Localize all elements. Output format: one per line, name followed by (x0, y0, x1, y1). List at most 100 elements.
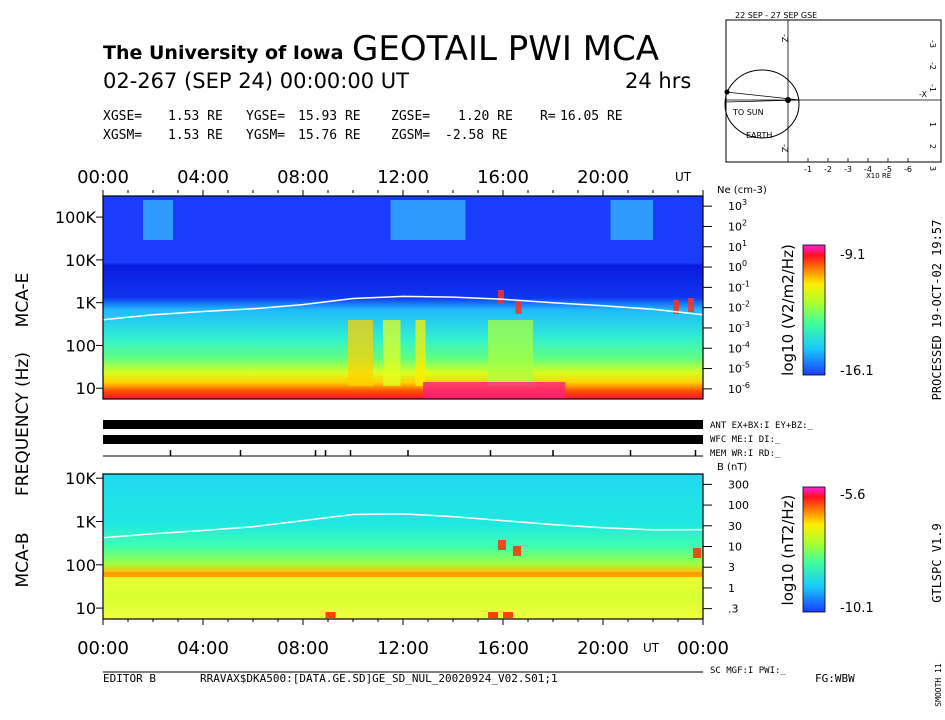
gsm-coordinates: XGSM= 1.53 RE YGSM= 15.76 RE ZGSM= -2.58… (103, 128, 508, 143)
xgsm-value: 1.53 RE (168, 128, 223, 143)
mca-e-label: MCA-E (13, 273, 33, 328)
mca-e-colorbar-label: log10 (V2/m2/Hz) (779, 244, 797, 376)
right-tick-label: 300 (728, 478, 749, 491)
mca-e-features (143, 200, 694, 399)
emission-spot (503, 612, 513, 618)
to-sun-label: TO SUN (732, 108, 764, 117)
orbit-plot: 22 SEP - 27 SEP GSE TO SUN EARTH -X -Z -… (724, 11, 942, 180)
time-tick-label: 08:00 (277, 638, 329, 659)
institution: The University of Iowa (103, 42, 343, 64)
mca-b-frequency-ticks: 10K 1K 100 10 (65, 469, 103, 618)
frequency-tick-label: 10K (65, 251, 96, 270)
ygse-label: YGSE= (246, 109, 285, 124)
right-tick-label: 10-5 (728, 361, 750, 376)
zgsm-value: -2.58 RE (445, 128, 508, 143)
time-tick-label: 00:00 (77, 638, 129, 659)
top-time-unit: UT (675, 170, 692, 184)
low-frequency-enhancement (423, 382, 566, 399)
ygsm-value: 15.76 RE (298, 128, 361, 143)
time-tick-label: 04:00 (177, 167, 229, 188)
frequency-tick-label: 10K (65, 469, 96, 488)
orbit-y-tick-label: 1 (928, 122, 937, 127)
zgsm-label: ZGSM= (391, 128, 430, 143)
mca-b-field-line (102, 513, 704, 539)
right-tick-label: 10-1 (728, 279, 750, 294)
hiss-band (143, 200, 173, 240)
mca-b-colorbar-max: -5.6 (840, 488, 865, 503)
orbit-y-tick-label: -1 (928, 84, 937, 92)
ant-status: ANT EX+BX:I EY+BZ:_ (710, 421, 814, 431)
orbit-y-ticks: -3 -2 -1 1 2 3 (928, 40, 937, 171)
time-tick-label: 12:00 (377, 167, 429, 188)
mca-b-label: MCA-B (13, 533, 33, 588)
right-tick-label: 100 (728, 499, 749, 512)
mca-e-colorbar-gradient (802, 244, 826, 376)
emission-spot (488, 612, 498, 618)
frequency-tick-label: 1K (75, 512, 96, 531)
hiss-band (610, 200, 653, 240)
duration: 24 hrs (625, 69, 691, 93)
mem-ticks (169, 450, 697, 456)
orbit-z-label-top: -Z (780, 34, 789, 43)
emission-burst (383, 320, 401, 386)
time-tick-label: 12:00 (377, 638, 429, 659)
emission-spot (515, 300, 522, 314)
frequency-tick-label: 1K (75, 294, 96, 313)
mca-e-density-title: Ne (cm-3) (717, 185, 767, 196)
mca-b-colorbar: -5.6 -10.1 log10 (nT2/Hz) (779, 486, 874, 616)
mca-e-density-ticks: 103 102 101 100 10-1 10-2 10-3 10-4 10-5 10-6 (703, 198, 750, 396)
orbit-y-tick-label: -2 (928, 62, 937, 70)
orbit-x-label: -X (919, 90, 927, 99)
mca-e-frame (102, 195, 704, 400)
hiss-band (390, 200, 466, 240)
right-tick-label: 103 (728, 198, 747, 213)
emission-spot (693, 548, 701, 558)
emission-spot (498, 540, 506, 550)
ant-bar (103, 420, 703, 429)
wfc-status: WFC ME:I DI:_ (710, 435, 781, 445)
orbit-x-tick-label: -2 (824, 165, 832, 174)
r-value: 16.05 RE (560, 109, 623, 124)
frequency-tick-label: 100K (55, 208, 97, 227)
mca-b-field-title: B (nT) (717, 462, 747, 473)
r-label: R= (540, 109, 556, 124)
time-tick-label: 00:00 (77, 167, 129, 188)
orbit-x-tick-label: -5 (884, 165, 892, 174)
emission-spot (498, 290, 504, 304)
time-tick-label: 20:00 (577, 167, 629, 188)
right-tick-label: 10-2 (728, 300, 750, 315)
mca-b-panel: 10K 1K 100 10 300 100 30 10 3 1 .3 B (nT) MCA-B (13, 462, 749, 620)
orbit-x-tick-label: -6 (904, 165, 912, 174)
xgse-label: XGSE= (103, 109, 142, 124)
orbit-x-tick-label: -1 (804, 165, 812, 174)
bottom-time-unit: UT (643, 641, 660, 655)
right-tick-label: 10-3 (728, 320, 750, 335)
xgse-value: 1.53 RE (168, 109, 223, 124)
status-bars: ANT EX+BX:I EY+BZ:_ WFC ME:I DI:_ MEM WR… (103, 420, 814, 459)
frequency-tick-label: 100 (65, 556, 96, 575)
emission-spot (325, 612, 336, 618)
mca-b-colorbar-gradient (802, 486, 826, 613)
sc-status: SC MGF:I PWI:_ (710, 666, 786, 676)
orbit-x-tick-label: -3 (844, 165, 852, 174)
frequency-axis-label: FREQUENCY (Hz) (13, 352, 33, 496)
right-tick-label: 100 (728, 259, 747, 274)
version-label: GTLSPC V1.9 (930, 523, 944, 602)
orbit-y-tick-label: 3 (928, 166, 937, 171)
orbit-x-tick-label: -4 (864, 165, 872, 174)
zgse-label: ZGSE= (391, 109, 430, 124)
right-tick-label: 1 (728, 582, 735, 595)
time-tick-label: 20:00 (577, 638, 629, 659)
mem-status: MEM WR:I RD:_ (710, 449, 781, 459)
mca-b-colorbar-label: log10 (nT2/Hz) (779, 495, 797, 606)
earth-marker (785, 97, 791, 103)
orbit-ellipse (724, 69, 800, 139)
emission-burst (488, 320, 533, 386)
spacecraft-marker (724, 89, 730, 95)
processed-label: PROCESSED 19-OCT-02 19:57 (930, 220, 944, 401)
orbit-y-tick-label: 2 (928, 144, 937, 149)
time-tick-label: 00:00 (677, 638, 729, 659)
top-time-axis: 00:00 04:00 08:00 12:00 16:00 20:00 (77, 167, 704, 196)
emission-spot (688, 298, 694, 312)
